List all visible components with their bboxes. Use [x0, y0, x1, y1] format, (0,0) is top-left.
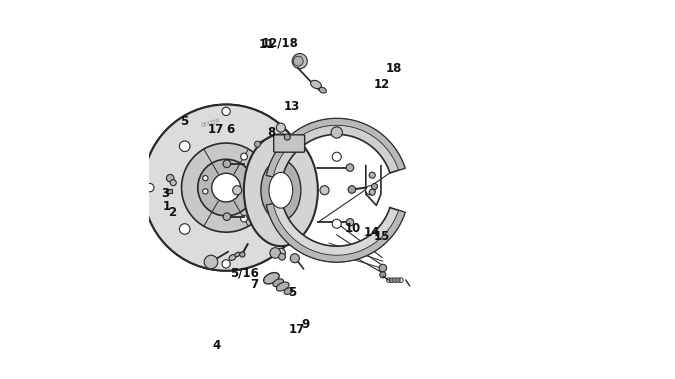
Circle shape — [348, 186, 356, 193]
Circle shape — [270, 247, 281, 258]
Polygon shape — [267, 204, 405, 262]
Circle shape — [202, 175, 208, 181]
Text: 13: 13 — [284, 100, 300, 113]
Text: 15: 15 — [374, 230, 390, 243]
Ellipse shape — [261, 160, 301, 221]
Circle shape — [369, 189, 375, 195]
Circle shape — [294, 56, 303, 66]
Circle shape — [276, 248, 286, 257]
Text: 5: 5 — [288, 286, 296, 299]
Ellipse shape — [319, 87, 327, 93]
Circle shape — [222, 107, 230, 116]
Ellipse shape — [264, 273, 279, 284]
Polygon shape — [267, 119, 405, 177]
Circle shape — [276, 123, 286, 132]
Circle shape — [262, 224, 273, 234]
Circle shape — [143, 105, 309, 271]
Text: 5/16: 5/16 — [230, 267, 259, 280]
Ellipse shape — [244, 135, 318, 246]
Circle shape — [320, 186, 329, 195]
Circle shape — [298, 183, 306, 192]
Ellipse shape — [269, 172, 293, 208]
Circle shape — [223, 160, 231, 168]
Circle shape — [262, 141, 273, 152]
Text: 17: 17 — [289, 323, 305, 337]
FancyBboxPatch shape — [165, 189, 173, 193]
Text: 8: 8 — [267, 126, 275, 139]
Circle shape — [143, 105, 309, 271]
Circle shape — [331, 127, 342, 138]
Circle shape — [198, 159, 254, 216]
FancyBboxPatch shape — [273, 135, 304, 152]
Circle shape — [369, 172, 375, 178]
Circle shape — [170, 180, 176, 186]
Circle shape — [292, 53, 307, 69]
Circle shape — [284, 134, 290, 140]
Text: 11: 11 — [259, 38, 275, 52]
Circle shape — [182, 143, 271, 232]
Circle shape — [346, 219, 354, 226]
Text: 14: 14 — [363, 226, 379, 240]
Circle shape — [146, 183, 154, 192]
Circle shape — [205, 255, 218, 269]
Ellipse shape — [229, 255, 236, 260]
Text: 12/18: 12/18 — [262, 36, 298, 50]
Circle shape — [223, 213, 231, 221]
Ellipse shape — [235, 252, 240, 257]
Ellipse shape — [273, 279, 284, 287]
Text: 5: 5 — [180, 115, 188, 128]
Circle shape — [240, 252, 245, 257]
Circle shape — [371, 183, 377, 190]
Circle shape — [222, 260, 230, 268]
Text: DEXTER: DEXTER — [201, 119, 221, 128]
Circle shape — [290, 254, 299, 263]
Circle shape — [180, 224, 190, 234]
Text: 10: 10 — [344, 221, 360, 235]
Circle shape — [279, 253, 286, 260]
Circle shape — [241, 215, 248, 222]
Text: 2: 2 — [169, 207, 177, 219]
Circle shape — [202, 189, 208, 194]
Circle shape — [332, 152, 342, 161]
Circle shape — [380, 272, 386, 278]
Circle shape — [212, 173, 240, 202]
Ellipse shape — [284, 288, 293, 294]
Circle shape — [332, 219, 342, 228]
Circle shape — [233, 186, 242, 195]
Text: 12: 12 — [374, 78, 390, 91]
Circle shape — [180, 141, 190, 152]
Text: 1: 1 — [163, 200, 171, 213]
Polygon shape — [267, 119, 405, 179]
Circle shape — [366, 186, 375, 195]
Text: 17: 17 — [208, 122, 224, 136]
Circle shape — [379, 264, 387, 272]
Text: 9: 9 — [301, 318, 310, 331]
Circle shape — [167, 174, 174, 182]
Text: 4: 4 — [213, 338, 221, 352]
Circle shape — [254, 141, 261, 147]
Circle shape — [241, 153, 248, 160]
Circle shape — [346, 164, 354, 171]
Text: 6: 6 — [225, 123, 234, 136]
Ellipse shape — [310, 80, 321, 89]
Text: 3: 3 — [161, 187, 169, 200]
Text: 7: 7 — [250, 278, 259, 291]
Ellipse shape — [276, 282, 289, 291]
Text: 18: 18 — [385, 62, 402, 75]
Polygon shape — [267, 202, 405, 262]
